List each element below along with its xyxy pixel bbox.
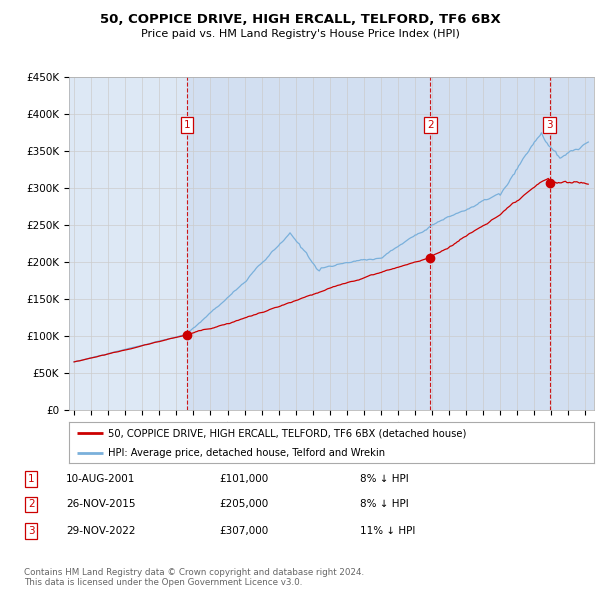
Text: 8% ↓ HPI: 8% ↓ HPI <box>360 500 409 509</box>
Text: 8% ↓ HPI: 8% ↓ HPI <box>360 474 409 484</box>
Text: 1: 1 <box>184 120 190 130</box>
Bar <box>430 77 550 410</box>
Text: £101,000: £101,000 <box>219 474 268 484</box>
Text: 2: 2 <box>28 500 35 509</box>
Text: Contains HM Land Registry data © Crown copyright and database right 2024.
This d: Contains HM Land Registry data © Crown c… <box>24 568 364 587</box>
Text: 50, COPPICE DRIVE, HIGH ERCALL, TELFORD, TF6 6BX (detached house): 50, COPPICE DRIVE, HIGH ERCALL, TELFORD,… <box>109 428 467 438</box>
Text: 1: 1 <box>28 474 35 484</box>
Text: Price paid vs. HM Land Registry's House Price Index (HPI): Price paid vs. HM Land Registry's House … <box>140 29 460 39</box>
Text: HPI: Average price, detached house, Telford and Wrekin: HPI: Average price, detached house, Telf… <box>109 448 386 457</box>
Text: 11% ↓ HPI: 11% ↓ HPI <box>360 526 415 536</box>
Text: 2: 2 <box>427 120 434 130</box>
Text: 26-NOV-2015: 26-NOV-2015 <box>66 500 136 509</box>
Text: 3: 3 <box>547 120 553 130</box>
Text: 29-NOV-2022: 29-NOV-2022 <box>66 526 136 536</box>
Text: £205,000: £205,000 <box>219 500 268 509</box>
Text: 3: 3 <box>28 526 35 536</box>
Bar <box>550 77 594 410</box>
Text: 50, COPPICE DRIVE, HIGH ERCALL, TELFORD, TF6 6BX: 50, COPPICE DRIVE, HIGH ERCALL, TELFORD,… <box>100 13 500 26</box>
Bar <box>187 77 430 410</box>
Text: £307,000: £307,000 <box>219 526 268 536</box>
Text: 10-AUG-2001: 10-AUG-2001 <box>66 474 136 484</box>
